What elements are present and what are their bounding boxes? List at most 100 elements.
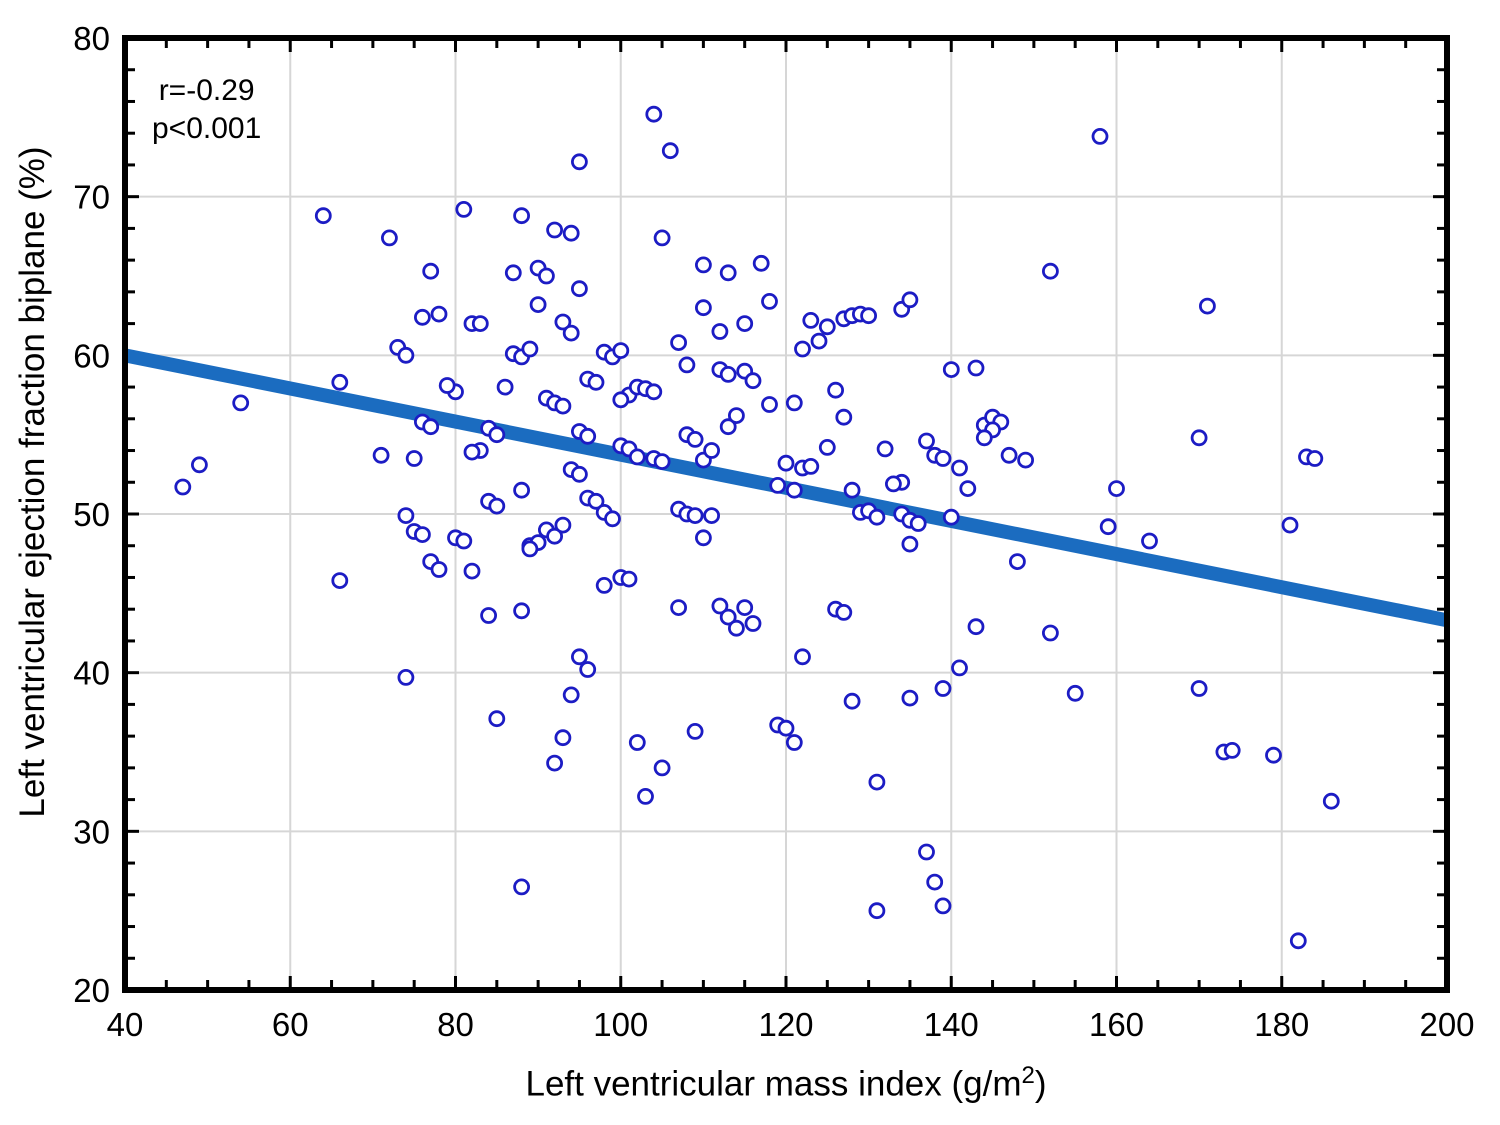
data-point [661,142,679,160]
data-point [777,454,795,472]
data-point [670,599,687,616]
data-point [719,418,737,436]
data-point [571,648,588,666]
data-point [818,438,836,456]
data-point [711,597,729,615]
data-point [571,465,588,483]
data-point [951,659,968,677]
data-point [1190,429,1208,447]
x-tick-label: 180 [1254,1006,1309,1043]
data-point [703,507,720,524]
data-point [579,661,597,678]
data-point [496,378,514,396]
data-point [620,570,638,588]
data-point [587,373,605,391]
y-tick-label: 80 [73,20,110,57]
x-tick-label: 40 [107,1006,144,1043]
data-point [595,577,613,594]
data-point [736,315,754,333]
data-point [1306,450,1324,467]
data-point [860,307,877,325]
data-point [637,788,654,805]
data-point [868,773,886,791]
data-point [645,105,663,123]
data-point [1223,742,1241,759]
data-point [380,229,398,247]
data-point [1017,451,1034,469]
data-point [504,264,522,282]
data-point [835,604,853,621]
data-point [521,540,539,558]
data-point [628,734,646,751]
x-tick-label: 80 [437,1006,474,1043]
data-point [1281,516,1299,534]
data-point [909,515,927,532]
data-point [422,418,440,436]
data-point [695,299,712,317]
data-point [827,381,844,399]
data-point [967,618,985,636]
data-point [612,342,630,360]
data-point [901,535,919,553]
data-point [571,280,588,298]
data-point [628,448,646,466]
data-point [513,878,530,896]
data-point [579,427,597,445]
data-point [769,476,787,494]
data-point [1322,792,1340,810]
data-point [513,207,530,225]
plot-frame [122,35,1450,993]
data-point [413,526,431,543]
data-point [174,478,192,496]
data-point [455,200,473,218]
data-point [868,902,886,920]
data-point [430,561,448,578]
data-point [876,440,894,458]
x-axis-title-close: ) [1034,1064,1047,1104]
data-point [777,719,795,737]
data-point [728,619,745,637]
data-point [546,221,563,239]
data-point [728,407,745,425]
data-point [670,334,687,352]
y-tick-label: 40 [73,655,110,692]
data-point [612,391,630,409]
data-point [843,692,861,710]
data-point [604,510,621,528]
data-point [761,396,778,413]
data-point [438,377,456,394]
data-point [868,508,886,526]
data-point [1099,518,1117,536]
data-point [1141,532,1158,550]
data-point [1199,297,1216,315]
data-point [405,450,423,467]
data-point [695,256,712,274]
data-point [942,508,960,526]
data-point [752,254,770,272]
data-point [934,897,952,915]
data-point [967,359,985,377]
data-point [810,332,828,350]
data-point [1190,680,1208,697]
data-point [1000,446,1018,464]
x-tick-labels: 40 60 80 100 120 140 160 180 200 [107,1006,1475,1043]
data-point [488,497,506,515]
y-tick-label: 70 [73,179,110,216]
x-tick-label: 140 [924,1006,979,1043]
data-point [488,710,506,728]
data-point [372,446,390,464]
data-point [686,723,704,740]
data-point [653,453,671,471]
data-point [397,346,415,364]
data-point [1042,262,1059,280]
data-point [918,432,935,450]
data-point [413,308,431,326]
data-point [488,426,506,444]
data-point [719,365,737,383]
data-point [1066,684,1084,702]
data-point [538,267,555,285]
data-point [232,394,250,412]
data-point [934,450,952,467]
y-tick-label: 60 [73,337,110,374]
